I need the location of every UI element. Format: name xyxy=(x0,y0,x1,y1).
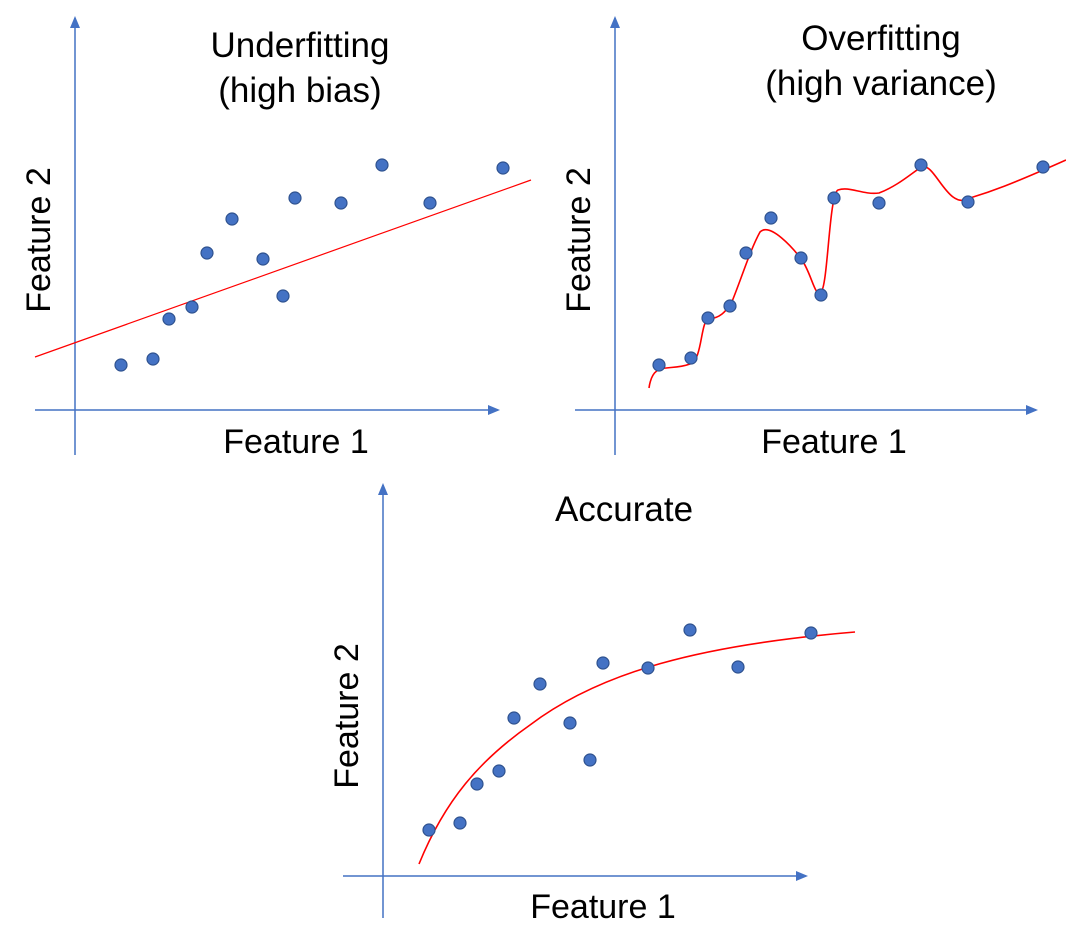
panel-underfitting: Underfitting (high bias) Feature 1 Featu… xyxy=(20,16,532,461)
data-point xyxy=(200,246,214,260)
data-point xyxy=(914,158,928,172)
data-point xyxy=(276,289,290,303)
data-point xyxy=(652,358,666,372)
data-point xyxy=(596,656,610,670)
data-points xyxy=(422,623,818,837)
data-point xyxy=(225,212,239,226)
y-axis-label: Feature 2 xyxy=(20,167,58,313)
data-point xyxy=(739,246,753,260)
panel-title-line-2: (high bias) xyxy=(218,71,381,110)
fit-line xyxy=(418,631,856,865)
data-point xyxy=(641,661,655,675)
data-point xyxy=(470,777,484,791)
data-point xyxy=(507,711,521,725)
data-point xyxy=(872,196,886,210)
data-point xyxy=(814,288,828,302)
panel-title-line-2: (high variance) xyxy=(765,64,997,103)
data-point xyxy=(422,823,436,837)
data-point xyxy=(563,716,577,730)
data-point xyxy=(185,300,199,314)
data-point xyxy=(731,660,745,674)
data-point xyxy=(683,623,697,637)
data-point xyxy=(583,753,597,767)
data-points xyxy=(652,158,1050,372)
data-point xyxy=(375,158,389,172)
data-point xyxy=(827,191,841,205)
data-point xyxy=(288,191,302,205)
data-point xyxy=(162,312,176,326)
data-point xyxy=(764,211,778,225)
panel-accurate: Accurate Feature 1 Feature 2 xyxy=(328,483,856,926)
data-point xyxy=(804,626,818,640)
x-axis-label: Feature 1 xyxy=(761,423,907,461)
data-point xyxy=(533,677,547,691)
data-point xyxy=(794,251,808,265)
data-point xyxy=(146,352,160,366)
panel-overfitting: Overfitting (high variance) Feature 1 Fe… xyxy=(560,16,1066,461)
y-axis-label: Feature 2 xyxy=(328,643,366,789)
data-points xyxy=(114,158,510,372)
data-point xyxy=(684,351,698,365)
data-point xyxy=(256,252,270,266)
data-point xyxy=(961,195,975,209)
x-axis-label: Feature 1 xyxy=(530,888,676,926)
data-point xyxy=(492,764,506,778)
data-point xyxy=(701,311,715,325)
y-axis-label: Feature 2 xyxy=(560,167,598,313)
data-point xyxy=(334,196,348,210)
x-axis-label: Feature 1 xyxy=(223,423,369,461)
panel-title: Accurate xyxy=(555,490,693,529)
data-point xyxy=(423,196,437,210)
fit-line xyxy=(34,179,532,358)
data-point xyxy=(723,299,737,313)
data-point xyxy=(1036,160,1050,174)
panel-title-line-1: Overfitting xyxy=(801,19,961,58)
data-point xyxy=(114,358,128,372)
data-point xyxy=(496,161,510,175)
fit-line xyxy=(648,159,1066,389)
panel-title-line-1: Underfitting xyxy=(211,26,390,65)
data-point xyxy=(453,816,467,830)
